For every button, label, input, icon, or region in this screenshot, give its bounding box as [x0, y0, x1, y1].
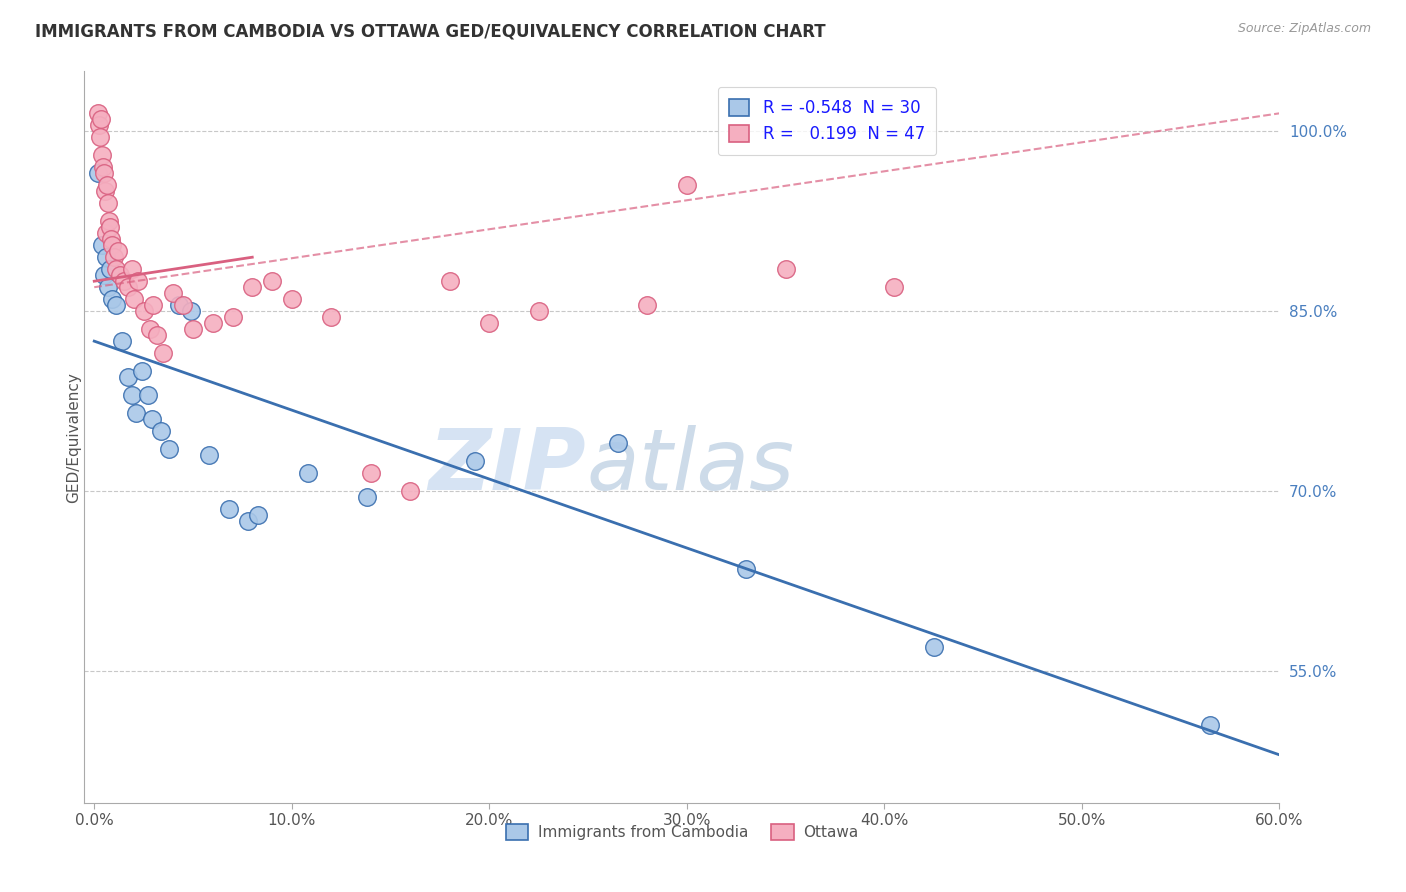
Point — [89, 118, 111, 132]
Point — [527, 304, 550, 318]
Point — [478, 316, 501, 330]
Point — [321, 310, 343, 325]
Point — [117, 370, 139, 384]
Point — [91, 161, 114, 175]
Point — [108, 268, 131, 283]
Point — [112, 274, 135, 288]
Point — [132, 304, 155, 318]
Point — [117, 280, 139, 294]
Point — [94, 250, 117, 264]
Point — [399, 483, 422, 498]
Point — [87, 166, 110, 180]
Point — [97, 196, 120, 211]
Y-axis label: GED/Equivalency: GED/Equivalency — [66, 372, 80, 502]
Point — [157, 442, 180, 456]
Point — [162, 286, 184, 301]
Point — [922, 640, 945, 654]
Point — [122, 292, 145, 306]
Point — [91, 238, 114, 252]
Point — [172, 298, 194, 312]
Point — [121, 262, 143, 277]
Point — [138, 322, 160, 336]
Point — [141, 412, 163, 426]
Point — [142, 298, 165, 312]
Point — [97, 280, 120, 294]
Point — [1199, 718, 1222, 732]
Point — [247, 508, 270, 522]
Point — [127, 274, 149, 288]
Point — [238, 514, 260, 528]
Point — [775, 262, 797, 277]
Point — [94, 226, 117, 240]
Point — [125, 406, 148, 420]
Text: atlas: atlas — [586, 425, 794, 508]
Point — [439, 274, 461, 288]
Point — [167, 298, 190, 312]
Point — [606, 436, 628, 450]
Point — [101, 238, 124, 252]
Point — [198, 448, 221, 462]
Point — [93, 166, 115, 180]
Point — [131, 364, 153, 378]
Point — [181, 322, 204, 336]
Point — [136, 388, 159, 402]
Point — [281, 292, 304, 306]
Text: ZIP: ZIP — [429, 425, 586, 508]
Point — [636, 298, 658, 312]
Point — [89, 130, 111, 145]
Point — [356, 490, 378, 504]
Point — [360, 466, 382, 480]
Point — [104, 262, 127, 277]
Point — [464, 454, 486, 468]
Point — [260, 274, 283, 288]
Point — [676, 178, 699, 193]
Point — [90, 112, 112, 127]
Point — [735, 562, 758, 576]
Point — [104, 298, 127, 312]
Point — [100, 232, 122, 246]
Point — [93, 268, 115, 283]
Point — [98, 214, 121, 228]
Point — [883, 280, 905, 294]
Point — [240, 280, 263, 294]
Text: Source: ZipAtlas.com: Source: ZipAtlas.com — [1237, 22, 1371, 36]
Point — [150, 424, 173, 438]
Text: IMMIGRANTS FROM CAMBODIA VS OTTAWA GED/EQUIVALENCY CORRELATION CHART: IMMIGRANTS FROM CAMBODIA VS OTTAWA GED/E… — [35, 22, 825, 40]
Point — [101, 292, 124, 306]
Point — [91, 148, 114, 162]
Point — [221, 310, 243, 325]
Point — [103, 250, 125, 264]
Point — [180, 304, 202, 318]
Point — [121, 388, 143, 402]
Point — [94, 184, 117, 198]
Point — [87, 106, 110, 120]
Legend: Immigrants from Cambodia, Ottawa: Immigrants from Cambodia, Ottawa — [499, 817, 865, 847]
Point — [201, 316, 224, 330]
Point — [111, 334, 134, 348]
Point — [146, 328, 169, 343]
Point — [152, 346, 174, 360]
Point — [107, 244, 129, 259]
Point — [98, 220, 121, 235]
Point — [297, 466, 319, 480]
Point — [218, 502, 240, 516]
Point — [98, 262, 121, 277]
Point — [96, 178, 118, 193]
